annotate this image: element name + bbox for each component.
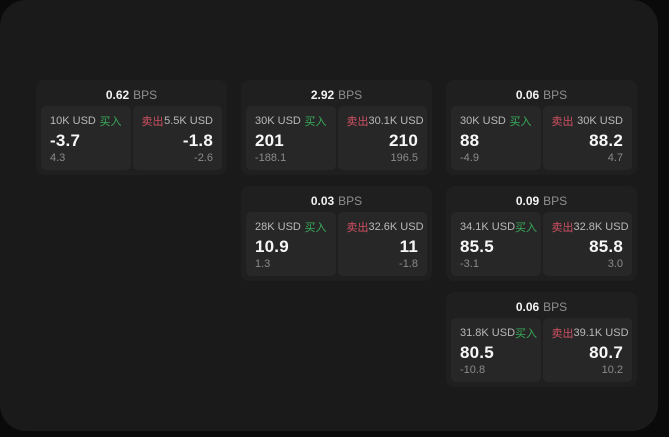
sell-delta: -2.6 [194, 152, 213, 164]
buy-side-label: 买入 [99, 116, 122, 128]
buy-price: 10.9 [255, 236, 289, 256]
sell-delta: 10.2 [601, 364, 623, 376]
bps-label: BPS [543, 300, 568, 314]
sell-price: 11 [399, 236, 418, 256]
bps-header: 0.62 BPS [41, 85, 222, 106]
sell-panel[interactable]: 卖出 30.1K USD 210 196.5 [337, 106, 427, 170]
quote-card: 0.09 BPS 34.1K USD 买入 85.5 -3.1 卖出 32.8K… [446, 186, 637, 281]
buy-delta: 4.3 [50, 152, 66, 164]
bps-label: BPS [338, 194, 363, 208]
buy-delta: -4.9 [460, 152, 479, 164]
sell-amount: 5.5K USD [164, 115, 213, 127]
buy-amount: 30K USD [255, 115, 301, 127]
sell-side-label: 卖出 [551, 328, 574, 340]
buy-amount: 10K USD [50, 115, 96, 127]
bps-value: 0.62 [105, 88, 130, 102]
buy-side-label: 买入 [304, 222, 327, 234]
buy-price: 80.5 [460, 342, 494, 362]
buy-side-label: 买入 [515, 222, 538, 234]
sell-side-label: 卖出 [551, 222, 574, 234]
bps-label: BPS [543, 88, 568, 102]
buy-price: 85.5 [460, 236, 494, 256]
sell-delta: -1.8 [399, 258, 418, 270]
bps-header: 0.09 BPS [451, 191, 632, 212]
sell-price: 80.7 [589, 342, 623, 362]
sell-panel[interactable]: 卖出 39.1K USD 80.7 10.2 [542, 318, 632, 382]
bps-label: BPS [543, 194, 568, 208]
bps-value: 0.06 [515, 88, 540, 102]
sell-price: -1.8 [182, 130, 213, 150]
buy-side-label: 买入 [509, 116, 532, 128]
buy-price: 88 [460, 130, 480, 150]
buy-panel[interactable]: 30K USD 买入 201 -188.1 [246, 106, 336, 170]
quote-card: 0.06 BPS 30K USD 买入 88 -4.9 卖出 30K USD [446, 80, 637, 175]
quote-panels: 30K USD 买入 88 -4.9 卖出 30K USD 88.2 4.7 [451, 106, 632, 170]
buy-delta: -10.8 [460, 364, 486, 376]
buy-panel[interactable]: 30K USD 买入 88 -4.9 [451, 106, 541, 170]
buy-delta: 1.3 [255, 258, 271, 270]
bps-label: BPS [338, 88, 363, 102]
sell-price: 85.8 [589, 236, 623, 256]
quote-card: 0.62 BPS 10K USD 买入 -3.7 4.3 卖出 5.5K USD [36, 80, 227, 175]
quote-card-grid: 0.62 BPS 10K USD 买入 -3.7 4.3 卖出 5.5K USD [36, 80, 637, 387]
bps-label: BPS [133, 88, 158, 102]
buy-panel[interactable]: 10K USD 买入 -3.7 4.3 [41, 106, 131, 170]
buy-delta: -188.1 [255, 152, 287, 164]
quote-panels: 34.1K USD 买入 85.5 -3.1 卖出 32.8K USD 85.8… [451, 212, 632, 276]
sell-side-label: 卖出 [141, 116, 164, 128]
sell-side-label: 卖出 [346, 116, 369, 128]
buy-amount: 31.8K USD [460, 327, 516, 339]
sell-panel[interactable]: 卖出 30K USD 88.2 4.7 [542, 106, 632, 170]
bps-value: 0.06 [515, 300, 540, 314]
sell-amount: 32.6K USD [368, 221, 424, 233]
bps-value: 0.03 [310, 194, 335, 208]
buy-side-label: 买入 [304, 116, 327, 128]
bps-value: 0.09 [515, 194, 540, 208]
sell-amount: 30.1K USD [368, 115, 424, 127]
sell-amount: 32.8K USD [573, 221, 629, 233]
sell-delta: 4.7 [607, 152, 623, 164]
buy-panel[interactable]: 34.1K USD 买入 85.5 -3.1 [451, 212, 541, 276]
sell-amount: 39.1K USD [573, 327, 629, 339]
buy-amount: 34.1K USD [460, 221, 516, 233]
sell-panel[interactable]: 卖出 5.5K USD -1.8 -2.6 [132, 106, 222, 170]
bps-value: 2.92 [310, 88, 335, 102]
bps-header: 0.06 BPS [451, 85, 632, 106]
quote-panels: 31.8K USD 买入 80.5 -10.8 卖出 39.1K USD 80.… [451, 318, 632, 382]
bps-header: 0.03 BPS [246, 191, 427, 212]
sell-price: 88.2 [589, 130, 623, 150]
buy-side-label: 买入 [515, 328, 538, 340]
sell-side-label: 卖出 [346, 222, 369, 234]
buy-amount: 30K USD [460, 115, 506, 127]
bps-header: 0.06 BPS [451, 297, 632, 318]
sell-side-label: 卖出 [551, 116, 574, 128]
bps-header: 2.92 BPS [246, 85, 427, 106]
buy-price: -3.7 [50, 130, 81, 150]
quote-card: 2.92 BPS 30K USD 买入 201 -188.1 卖出 30.1K … [241, 80, 432, 175]
quote-panels: 28K USD 买入 10.9 1.3 卖出 32.6K USD 11 -1.8 [246, 212, 427, 276]
quote-card: 0.06 BPS 31.8K USD 买入 80.5 -10.8 卖出 39.1… [446, 292, 637, 387]
buy-amount: 28K USD [255, 221, 301, 233]
app-window: 0.62 BPS 10K USD 买入 -3.7 4.3 卖出 5.5K USD [0, 0, 658, 431]
buy-panel[interactable]: 28K USD 买入 10.9 1.3 [246, 212, 336, 276]
quote-card: 0.03 BPS 28K USD 买入 10.9 1.3 卖出 32.6K US… [241, 186, 432, 281]
buy-price: 201 [255, 130, 284, 150]
sell-delta: 3.0 [607, 258, 623, 270]
sell-panel[interactable]: 卖出 32.6K USD 11 -1.8 [337, 212, 427, 276]
sell-amount: 30K USD [577, 115, 623, 127]
buy-panel[interactable]: 31.8K USD 买入 80.5 -10.8 [451, 318, 541, 382]
sell-panel[interactable]: 卖出 32.8K USD 85.8 3.0 [542, 212, 632, 276]
quote-panels: 30K USD 买入 201 -188.1 卖出 30.1K USD 210 1… [246, 106, 427, 170]
buy-delta: -3.1 [460, 258, 479, 270]
quote-panels: 10K USD 买入 -3.7 4.3 卖出 5.5K USD -1.8 -2.… [41, 106, 222, 170]
sell-price: 210 [389, 130, 418, 150]
sell-delta: 196.5 [390, 152, 418, 164]
